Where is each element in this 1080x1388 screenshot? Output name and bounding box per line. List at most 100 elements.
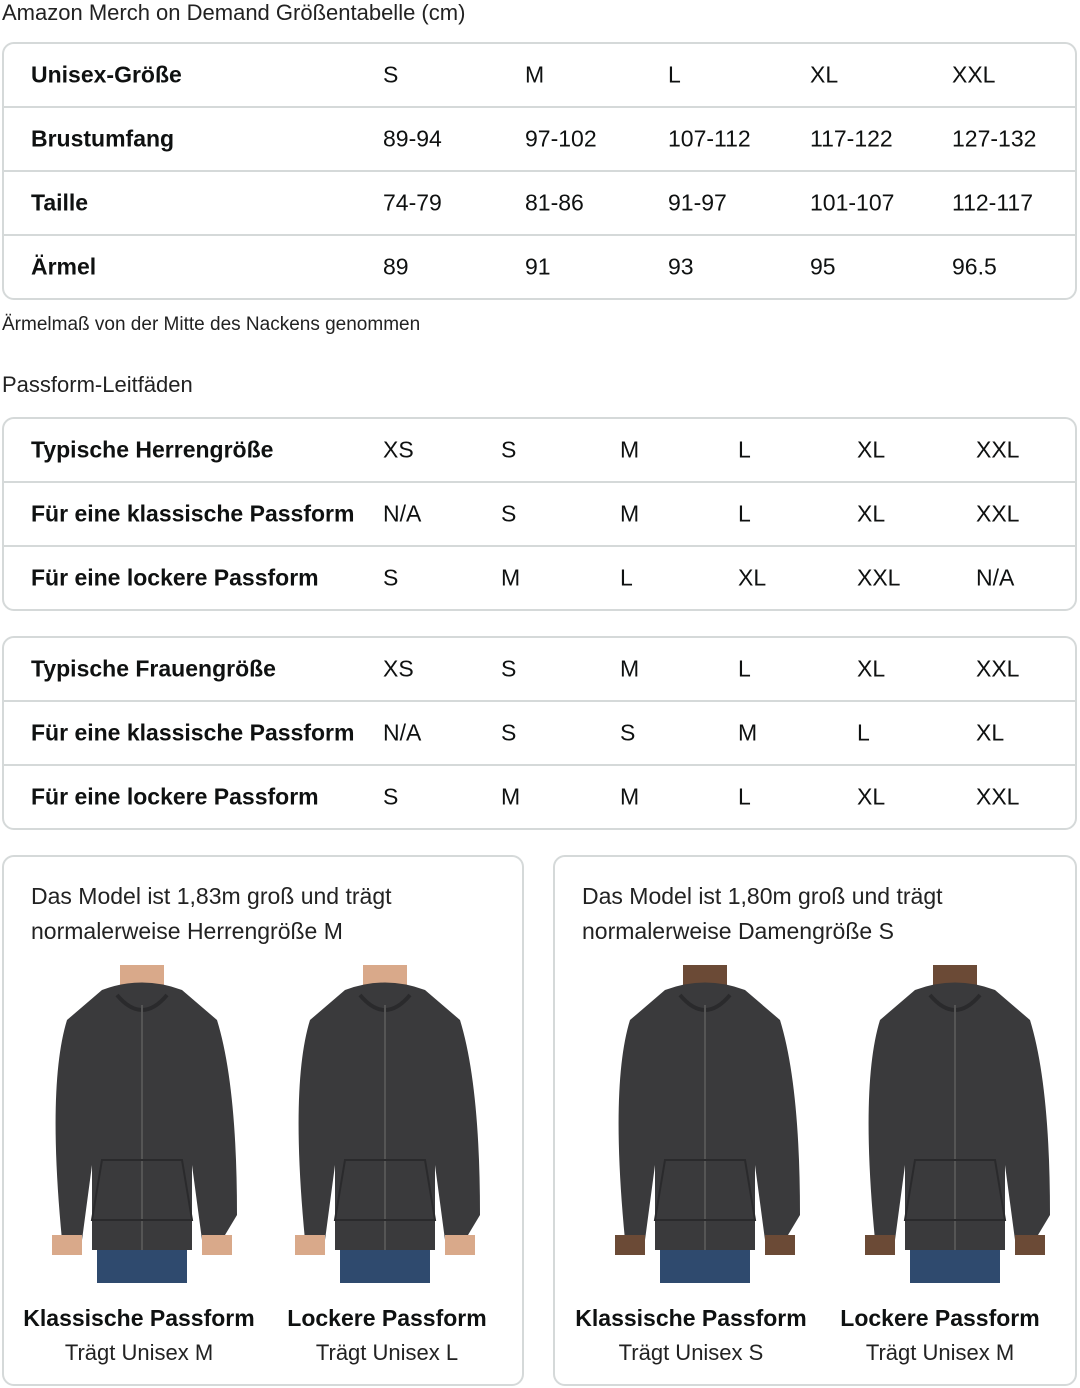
table-cell: S	[620, 719, 636, 746]
table-cell: XS	[383, 655, 414, 682]
row-label: Für eine klassische Passform	[31, 719, 355, 746]
table-cell: N/A	[383, 719, 422, 746]
table-row: Taille 74-79 81-86 91-97 101-107 112-117	[4, 170, 1075, 234]
table-cell: XXL	[976, 783, 1020, 810]
table-cell: S	[501, 655, 517, 682]
row-label: Ärmel	[31, 253, 97, 280]
table-cell: 112-117	[952, 189, 1033, 216]
size-worn-text: Trägt Unisex S	[618, 1340, 764, 1365]
row-label: Unisex-Größe	[31, 61, 182, 88]
model-text-line: Das Model ist 1,80m groß und trägt	[582, 883, 943, 909]
table-cell: 89	[383, 253, 409, 280]
table-cell: 127-132	[952, 125, 1037, 152]
men-model-text: Das Model ist 1,83m groß und trägt normal…	[31, 879, 392, 949]
table-cell: N/A	[976, 564, 1015, 591]
model-text-line: normalerweise Damengröße S	[582, 918, 894, 944]
women-fit-table: Typische Frauengröße XS S M L XL XXL Für eine k…	[2, 636, 1077, 830]
table-cell: M	[620, 436, 640, 463]
women-model-card: Das Model ist 1,80m groß und trägt normal…	[553, 855, 1077, 1386]
men-model-card: Das Model ist 1,83m groß und trägt normal…	[2, 855, 524, 1386]
table-cell: XXL	[976, 500, 1020, 527]
row-label: Für eine lockere Passform	[31, 783, 319, 810]
fit-caption: Klassische Passform	[23, 1305, 255, 1331]
table-cell: N/A	[383, 500, 422, 527]
fit-guide-title: Passform-Leitfäden	[2, 372, 193, 397]
table-cell: XXL	[952, 61, 996, 88]
table-cell: 95	[810, 253, 836, 280]
table-cell: XL	[976, 719, 1005, 746]
table-cell: 89-94	[383, 125, 442, 152]
table-cell: 81-86	[525, 189, 584, 216]
table-cell: L	[668, 61, 681, 88]
fit-caption: Lockere Passform	[287, 1305, 487, 1331]
table-cell: L	[738, 783, 751, 810]
table-cell: M	[738, 719, 758, 746]
table-row: Typische Frauengröße XS S M L XL XXL	[4, 638, 1075, 700]
sleeve-note: Ärmelmaß von der Mitte des Nackens genom…	[2, 314, 421, 335]
table-cell: L	[857, 719, 870, 746]
table-row: Unisex-Größe S M L XL XXL	[4, 44, 1075, 106]
model-photo	[605, 965, 805, 1283]
table-cell: 117-122	[810, 125, 893, 152]
table-cell: S	[383, 783, 399, 810]
table-cell: XL	[857, 500, 886, 527]
row-label: Brustumfang	[31, 125, 175, 152]
row-label: Für eine lockere Passform	[31, 564, 319, 591]
table-cell: M	[620, 783, 640, 810]
table-cell: 93	[668, 253, 694, 280]
table-cell: XS	[383, 436, 414, 463]
table-cell: L	[738, 436, 751, 463]
table-cell: 97-102	[525, 125, 597, 152]
table-cell: 91-97	[668, 189, 727, 216]
table-cell: XL	[857, 436, 886, 463]
fit-caption: Klassische Passform	[575, 1305, 807, 1331]
table-cell: S	[501, 500, 517, 527]
table-cell: M	[501, 783, 521, 810]
size-worn-text: Trägt Unisex L	[315, 1340, 459, 1365]
size-worn-text: Trägt Unisex M	[64, 1340, 214, 1365]
table-row: Für eine lockere Passform S M M L XL XXL	[4, 764, 1075, 828]
row-label: Taille	[31, 189, 89, 216]
table-row: Typische Herrengröße XS S M L XL XXL	[4, 419, 1075, 481]
table-cell: L	[620, 564, 633, 591]
table-cell: M	[620, 500, 640, 527]
table-cell: M	[525, 61, 545, 88]
table-cell: XXL	[857, 564, 901, 591]
table-cell: S	[383, 564, 399, 591]
women-model-text: Das Model ist 1,80m groß und trägt normal…	[582, 879, 943, 949]
unisex-size-table: Unisex-Größe S M L XL XXL Brustumfang 89-94 97-1…	[2, 42, 1077, 300]
model-text-line: normalerweise Herrengröße M	[31, 918, 343, 944]
table-cell: S	[501, 719, 517, 746]
table-row: Brustumfang 89-94 97-102 107-112 117-122 127-…	[4, 106, 1075, 170]
size-worn-text: Trägt Unisex M	[865, 1340, 1015, 1365]
fit-caption: Lockere Passform	[840, 1305, 1040, 1331]
table-row: Für eine lockere Passform S M L XL XXL N/A	[4, 545, 1075, 609]
table-cell: XL	[738, 564, 767, 591]
model-photo	[42, 965, 242, 1283]
model-photo	[285, 965, 485, 1283]
table-cell: S	[383, 61, 399, 88]
row-label: Für eine klassische Passform	[31, 500, 355, 527]
table-row: Für eine klassische Passform N/A S M L XL XXL	[4, 481, 1075, 545]
table-cell: XL	[810, 61, 839, 88]
table-cell: 101-107	[810, 189, 895, 216]
table-cell: 96.5	[952, 253, 997, 280]
table-cell: XXL	[976, 436, 1020, 463]
table-cell: M	[620, 655, 640, 682]
table-cell: L	[738, 655, 751, 682]
model-photo	[855, 965, 1055, 1283]
men-fit-table: Typische Herrengröße XS S M L XL XXL Für eine k…	[2, 417, 1077, 611]
row-label: Typische Frauengröße	[31, 655, 276, 682]
model-text-line: Das Model ist 1,83m groß und trägt	[31, 883, 392, 909]
table-cell: XL	[857, 783, 886, 810]
table-cell: L	[738, 500, 751, 527]
table-row: Ärmel 89 91 93 95 96.5	[4, 234, 1075, 298]
table-cell: 91	[525, 253, 551, 280]
table-row: Für eine klassische Passform N/A S S M L XL	[4, 700, 1075, 764]
row-label: Typische Herrengröße	[31, 436, 274, 463]
table-cell: 74-79	[383, 189, 442, 216]
table-cell: S	[501, 436, 517, 463]
table-cell: M	[501, 564, 521, 591]
table-cell: 107-112	[668, 125, 751, 152]
size-chart-title: Amazon Merch on Demand Größentabelle (cm…	[2, 0, 466, 25]
